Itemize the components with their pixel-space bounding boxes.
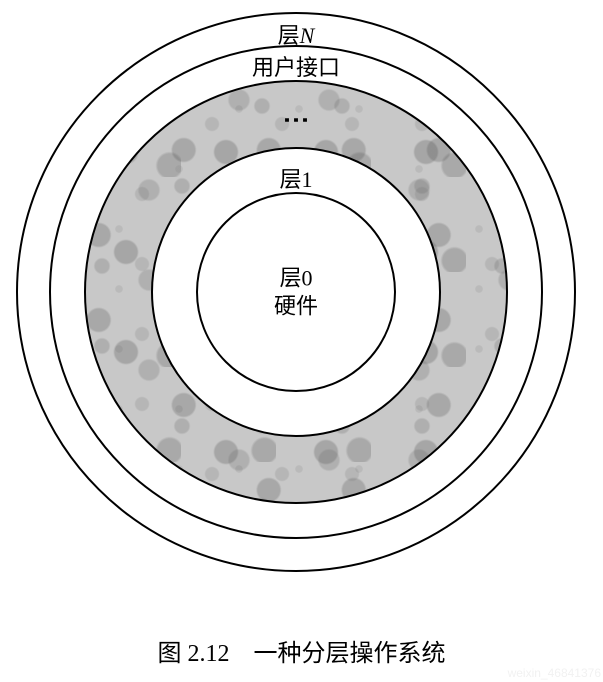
figure-caption: 图 2.12 一种分层操作系统 (158, 633, 446, 668)
watermark-text: weixin_46841376 (508, 666, 601, 680)
ring-label-user-interface: 用户接口 (252, 50, 340, 82)
center-line-2: 硬件 (274, 292, 318, 320)
center-line-1: 层0 (274, 265, 318, 293)
ellipsis-icon: ⋮ (292, 107, 300, 133)
ring-label-center: 层0 硬件 (274, 265, 318, 320)
ring-label-layer-1: 层1 (279, 162, 312, 194)
layered-os-diagram: 层N 用户接口 ⋮ 层1 层0 硬件 (0, 0, 603, 580)
